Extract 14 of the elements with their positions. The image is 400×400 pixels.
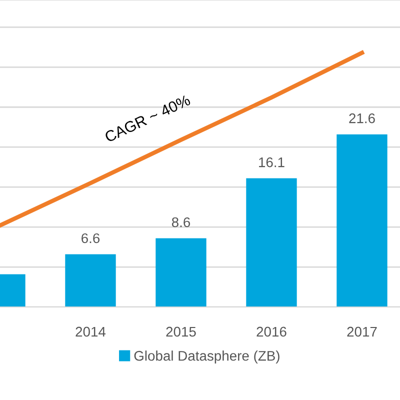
x-tick-label: 2014 (76, 326, 106, 337)
data-label: 21.6 (349, 113, 375, 124)
bar (336, 134, 388, 307)
data-label: 16.1 (259, 157, 284, 168)
bar (246, 178, 297, 307)
annotation: CAGR ~ 40% (104, 94, 191, 143)
bar (156, 238, 206, 307)
x-tick-label: 2017 (347, 326, 377, 337)
data-label: 6.6 (82, 233, 100, 244)
legend-label: Global Datasphere (ZB) (134, 350, 280, 364)
data-label: 8.6 (172, 217, 190, 228)
x-tick-label: 2015 (166, 326, 196, 337)
x-tick-label: 2016 (256, 326, 286, 337)
bar (65, 254, 116, 307)
